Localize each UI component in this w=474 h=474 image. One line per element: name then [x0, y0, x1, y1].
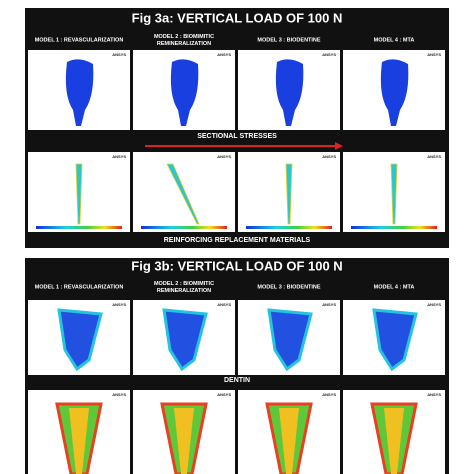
model-label: MODEL 2 : BIOMIMITIC — [154, 34, 214, 40]
model-label: MODEL 2 : BIOMIMITIC — [154, 281, 214, 287]
color-scale — [351, 226, 437, 229]
tile-logo: ANSYS — [322, 154, 336, 159]
dentin-core — [384, 408, 404, 474]
model-label: MODEL 3 : BIODENTINE — [257, 37, 320, 43]
model-label: MODEL 1 : REVASCULARIZATION — [35, 284, 124, 290]
tile-logo: ANSYS — [112, 52, 126, 57]
tile-logo: ANSYS — [427, 302, 441, 307]
tile-logo: ANSYS — [112, 302, 126, 307]
dentin-model — [372, 308, 418, 372]
tooth-model — [170, 59, 199, 126]
panel-a-footer: REINFORCING REPLACEMENT MATERIALS — [164, 237, 311, 244]
dentin-core — [69, 408, 89, 474]
model-label: MODEL 3 : BIODENTINE — [257, 284, 320, 290]
color-scale — [36, 226, 122, 229]
tooth-model — [380, 59, 409, 126]
tile-logo: ANSYS — [217, 392, 231, 397]
tile-logo: ANSYS — [322, 52, 336, 57]
model-label: REMINERALIZATION — [157, 41, 211, 47]
dentin-core — [279, 408, 299, 474]
panel-a-title: Fig 3a: VERTICAL LOAD OF 100 N — [132, 10, 343, 25]
tile-logo: ANSYS — [217, 52, 231, 57]
panel-b-title: Fig 3b: VERTICAL LOAD OF 100 N — [131, 258, 342, 273]
row-label: SECTIONAL STRESSES — [197, 133, 277, 140]
model-label: MODEL 4 : MTA — [374, 37, 415, 43]
tooth-model — [65, 59, 94, 126]
tile-logo: ANSYS — [112, 392, 126, 397]
tile-logo: ANSYS — [217, 154, 231, 159]
root-section — [166, 163, 200, 225]
root-section — [285, 163, 293, 225]
row-label: DENTIN — [224, 377, 250, 384]
tile-logo: ANSYS — [322, 302, 336, 307]
tile-logo: ANSYS — [322, 392, 336, 397]
dentin-model — [162, 308, 208, 372]
dentin-core — [174, 408, 194, 474]
tile-logo: ANSYS — [427, 154, 441, 159]
tile-logo: ANSYS — [217, 302, 231, 307]
arrow-head — [335, 142, 343, 150]
color-scale — [246, 226, 332, 229]
dentin-model — [267, 308, 313, 372]
root-section — [390, 163, 398, 225]
tooth-model — [275, 59, 304, 126]
tile-logo: ANSYS — [427, 52, 441, 57]
model-label: MODEL 4 : MTA — [374, 284, 415, 290]
dentin-model — [57, 308, 103, 372]
tile-logo: ANSYS — [112, 154, 126, 159]
model-label: MODEL 1 : REVASCULARIZATION — [35, 37, 124, 43]
model-label: REMINERALIZATION — [157, 288, 211, 294]
color-scale — [141, 226, 227, 229]
root-section — [75, 163, 83, 225]
tile-logo: ANSYS — [427, 392, 441, 397]
